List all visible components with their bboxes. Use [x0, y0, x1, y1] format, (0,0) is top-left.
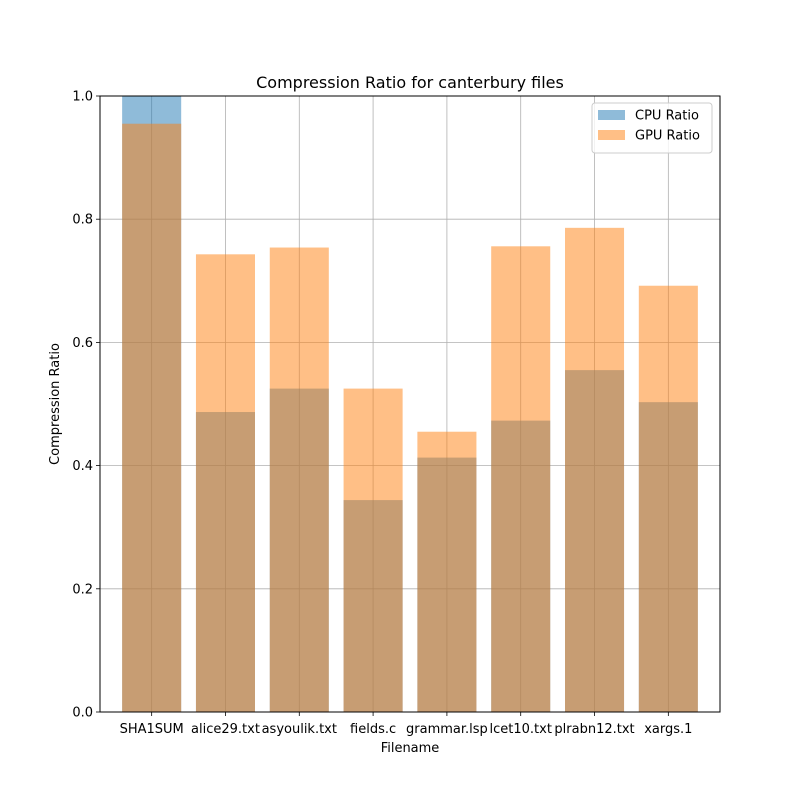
legend-label: CPU Ratio: [635, 109, 699, 124]
y-tick-label: 1.0: [72, 90, 93, 105]
y-tick-label: 0.8: [72, 213, 93, 228]
bar-gpu: [638, 285, 698, 712]
x-tick-label: fields.c: [350, 722, 396, 737]
plot-frame: [99, 95, 721, 713]
x-axis: SHA1SUM alice29.txt asyoulik.txt fields.c gr…: [120, 712, 692, 737]
bar-gpu: [343, 388, 403, 712]
bars: [122, 96, 698, 713]
y-axis: 0.0 0.2 0.4 0.6 0.8 1.0: [72, 90, 100, 721]
bar-gpu: [269, 247, 329, 712]
bar-gpu: [491, 246, 551, 712]
x-tick-label: lcet10.txt: [490, 722, 552, 737]
chart-title: Compression Ratio for canterbury files: [256, 73, 564, 92]
legend-swatch: [598, 130, 625, 140]
bar-gpu: [417, 431, 477, 712]
y-tick-label: 0.6: [72, 336, 93, 351]
x-tick-label: asyoulik.txt: [262, 722, 337, 737]
bar-gpu: [195, 254, 255, 712]
bar-gpu: [565, 227, 625, 712]
x-axis-label: Filename: [381, 741, 440, 756]
legend-swatch: [598, 110, 625, 120]
x-tick-label: alice29.txt: [191, 722, 260, 737]
x-tick-label: grammar.lsp: [406, 722, 488, 737]
y-tick-label: 0.2: [72, 582, 93, 597]
y-tick-label: 0.0: [72, 706, 93, 721]
x-tick-label: plrabn12.txt: [554, 722, 634, 737]
bar-gpu: [122, 123, 182, 713]
legend: CPU Ratio GPU Ratio: [591, 102, 713, 154]
y-tick-label: 0.4: [72, 459, 93, 474]
legend-label: GPU Ratio: [635, 129, 700, 144]
y-axis-label: Compression Ratio: [48, 343, 63, 465]
x-tick-label: xargs.1: [644, 722, 692, 737]
x-tick-label: SHA1SUM: [120, 722, 184, 737]
